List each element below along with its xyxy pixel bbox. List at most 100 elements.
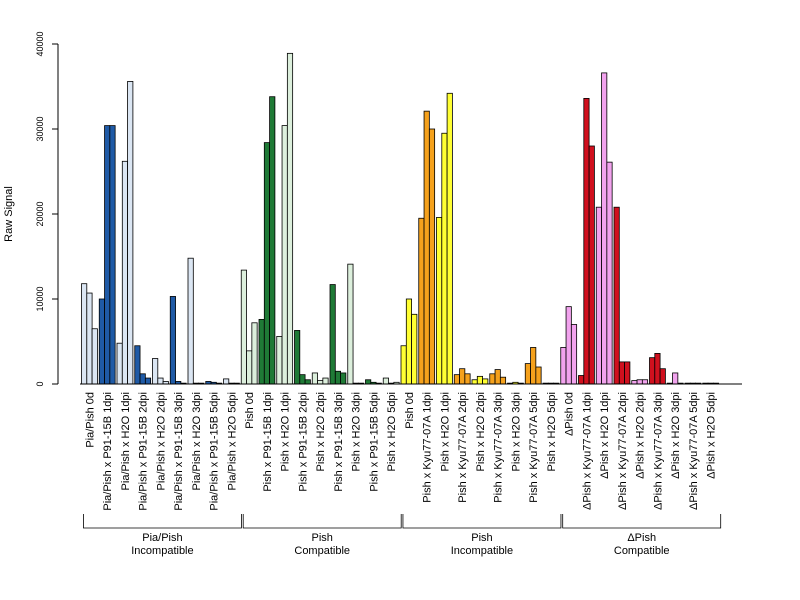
bar [453,374,460,385]
bar [109,125,116,385]
group-bracket [242,514,402,529]
y-axis-label: Raw Signal [3,186,15,242]
bar [299,374,306,385]
bar [286,52,294,385]
x-tick-label: Pia/Pish x H2O 5dpi [226,392,238,490]
bar [583,98,590,385]
bar [411,313,418,385]
bar [578,375,585,385]
bar [405,298,412,385]
bar [428,128,436,385]
x-tick-label: ΔPish 0d [564,392,576,436]
y-tick-label: 40000 [35,31,45,56]
group-bracket [562,514,722,529]
bar [347,263,354,385]
bar [418,217,425,385]
bar [365,379,372,385]
x-tick-label: Pia/Pish x P91-15B 2dpi [138,392,150,511]
bar [601,72,608,385]
x-tick-label: Pish x H2O 5dpi [546,392,558,471]
bar [144,377,152,385]
bar [530,347,537,385]
x-tick-label: Pia/Pish 0d [84,392,96,448]
bar [276,335,283,385]
bar [641,379,649,385]
bar [672,372,679,385]
x-tick-label: Pia/Pish x H2O 3dpi [191,392,203,490]
bar [618,361,625,385]
x-tick-label: Pish 0d [244,392,256,429]
x-tick-labels: Pia/Pish 0d Pia/Pish x P91-15B 1dpi Pia/Pi… [84,392,717,511]
x-tick-label: Pish 0d [404,392,416,429]
bar [157,377,164,385]
bar [560,347,567,385]
bars [81,52,720,385]
bar [98,298,105,385]
y-tick-label: 10000 [35,286,45,311]
bar [251,322,258,385]
bar [340,372,347,385]
bar [322,377,329,385]
bar [104,125,111,385]
x-tick-label: Pish x P91-15B 5dpi [368,392,380,492]
bar [631,380,638,385]
x-tick-label: ΔPish x Kyu77-07A 2dpi [617,392,629,510]
group-label-line1: ΔPish [627,532,656,544]
bar [649,357,656,385]
bar [240,269,247,385]
x-tick-label: Pia/Pish x H2O 2dpi [155,392,167,490]
x-tick-label: Pish x Kyu77-07A 3dpi [493,392,505,503]
x-tick-label: Pish x H2O 5dpi [386,392,398,471]
bar [423,110,430,385]
y-tick-label: 0 [35,381,45,386]
group-label-line2: Incompatible [131,545,193,557]
bar [524,363,531,385]
bar [476,375,483,385]
bar [499,376,507,385]
bar [139,373,146,385]
bar [187,257,194,385]
bar [334,370,341,385]
bar [152,358,159,385]
x-tick-label: Pish x Kyu77-07A 5dpi [528,392,540,503]
group-label-line2: Compatible [294,545,350,557]
x-tick-label: Pish x H2O 1dpi [439,392,451,471]
bar [489,373,496,385]
bar [317,380,324,385]
group-brackets: Pia/PishIncompatiblePishCompatiblePishIn… [83,514,722,557]
bar [281,125,288,385]
bar [127,81,134,385]
bar [86,292,93,385]
x-tick-label: Pish x Kyu77-07A 1dpi [422,392,434,503]
bar [134,345,141,385]
bar [595,206,602,385]
bar [258,318,265,385]
x-tick-label: ΔPish x H2O 3dpi [670,392,682,479]
x-tick-label: Pish x P91-15B 3dpi [333,392,345,492]
group-label-line1: Pish [311,532,332,544]
bar [246,350,253,385]
bar [81,283,88,385]
x-tick-label: Pish x H2O 1dpi [280,392,292,471]
x-tick-label: Pia/Pish x P91-15B 3dpi [173,392,185,511]
bar [565,306,572,385]
group-label-line2: Compatible [614,545,670,557]
group-label-line1: Pia/Pish [142,532,182,544]
group-label-line1: Pish [471,532,492,544]
bar [588,145,595,385]
bar [400,345,407,385]
bar [294,330,301,385]
bar [535,366,542,385]
x-tick-label: Pish x P91-15B 2dpi [297,392,309,492]
bar [446,92,453,385]
x-tick-label: ΔPish x Kyu77-07A 5dpi [688,392,700,510]
bar [471,379,478,385]
x-tick-label: ΔPish x Kyu77-07A 1dpi [581,392,593,510]
bar [169,296,176,385]
x-tick-label: Pish x H2O 2dpi [475,392,487,471]
bar [91,328,98,385]
bar [606,161,613,385]
x-tick-label: Pia/Pish x P91-15B 5dpi [209,392,221,511]
y-tick-label: 20000 [35,201,45,226]
